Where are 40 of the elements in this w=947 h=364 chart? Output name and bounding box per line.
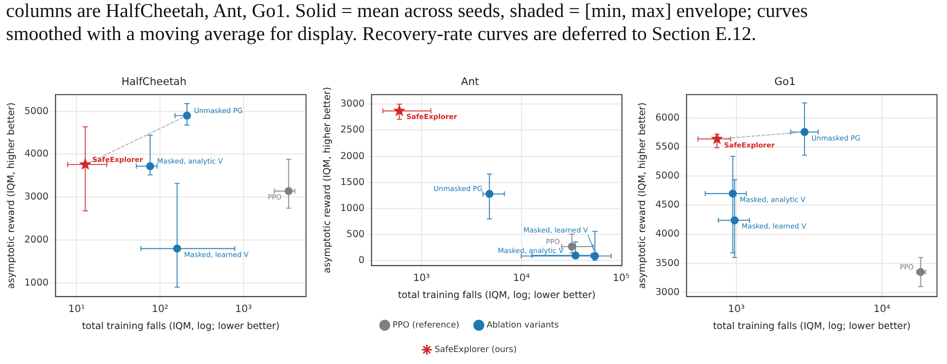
y-tick-label: 2000 bbox=[24, 234, 49, 246]
x-tick-label: 10³ bbox=[235, 304, 252, 316]
y-tick-label: 2500 bbox=[340, 124, 364, 136]
y-tick-label: 0 bbox=[358, 255, 364, 266]
y-tick-label: 5000 bbox=[24, 106, 49, 117]
y-tick-label: 3000 bbox=[24, 192, 49, 203]
y-tick-label: 6000 bbox=[656, 112, 680, 124]
y-axis-title: asymptotic reward (IQM, higher better) bbox=[322, 86, 333, 274]
x-axis-title: total training falls (IQM, log; lower better) bbox=[398, 290, 596, 301]
y-tick-label: 4000 bbox=[24, 148, 49, 160]
text: columns are HalfCheetah, Ant, Go1. Solid = mean across seeds, shaded = [min, max] envelope; curves smoothed with a moving average for display. Recovery-rate curves are deferred to Section E.12. bbox=[6, 0, 809, 46]
x-tick-label: 10¹ bbox=[68, 304, 85, 316]
y-tick-label: 1000 bbox=[24, 277, 49, 288]
y-tick-label: 5500 bbox=[656, 142, 680, 153]
y-axis-title: asymptotic reward (IQM, higher better) bbox=[6, 102, 18, 289]
y-tick-label: 2000 bbox=[340, 150, 364, 162]
x-axis-title: total training falls (IQM, log; lower better) bbox=[713, 320, 911, 332]
x-axis-title: total training falls (IQM, log; lower better) bbox=[82, 320, 280, 332]
x-tick-label: 10⁴ bbox=[874, 304, 891, 316]
y-axis-title: asymptotic reward (IQM, higher better) bbox=[637, 102, 648, 289]
chart-title: Go1 bbox=[774, 76, 796, 88]
y-tick-label: 3000 bbox=[656, 286, 680, 298]
x-tick-label: 10⁵ bbox=[612, 273, 630, 284]
y-tick-label: 4000 bbox=[656, 228, 680, 240]
y-tick-label: 3000 bbox=[340, 98, 364, 110]
legend-label: SafeExplorer (ours) bbox=[434, 344, 516, 355]
legend-label: PPO (reference) bbox=[392, 320, 459, 330]
y-tick-label: 1500 bbox=[340, 176, 364, 188]
x-tick-label: 10³ bbox=[728, 304, 746, 316]
y-tick-label: 1000 bbox=[340, 202, 364, 214]
x-tick-label: 10³ bbox=[412, 273, 430, 284]
x-tick-label: 10² bbox=[152, 304, 168, 316]
y-tick-label: 3500 bbox=[656, 258, 680, 269]
y-tick-label: 4500 bbox=[656, 200, 680, 211]
chart-title: Ant bbox=[460, 76, 479, 88]
x-tick-label: 10⁴ bbox=[512, 273, 530, 284]
y-tick-label: 5000 bbox=[656, 170, 680, 182]
chart-title: HalfCheetah bbox=[121, 76, 187, 88]
y-tick-label: 500 bbox=[346, 229, 364, 240]
legend-label: Ablation variants bbox=[486, 320, 560, 330]
